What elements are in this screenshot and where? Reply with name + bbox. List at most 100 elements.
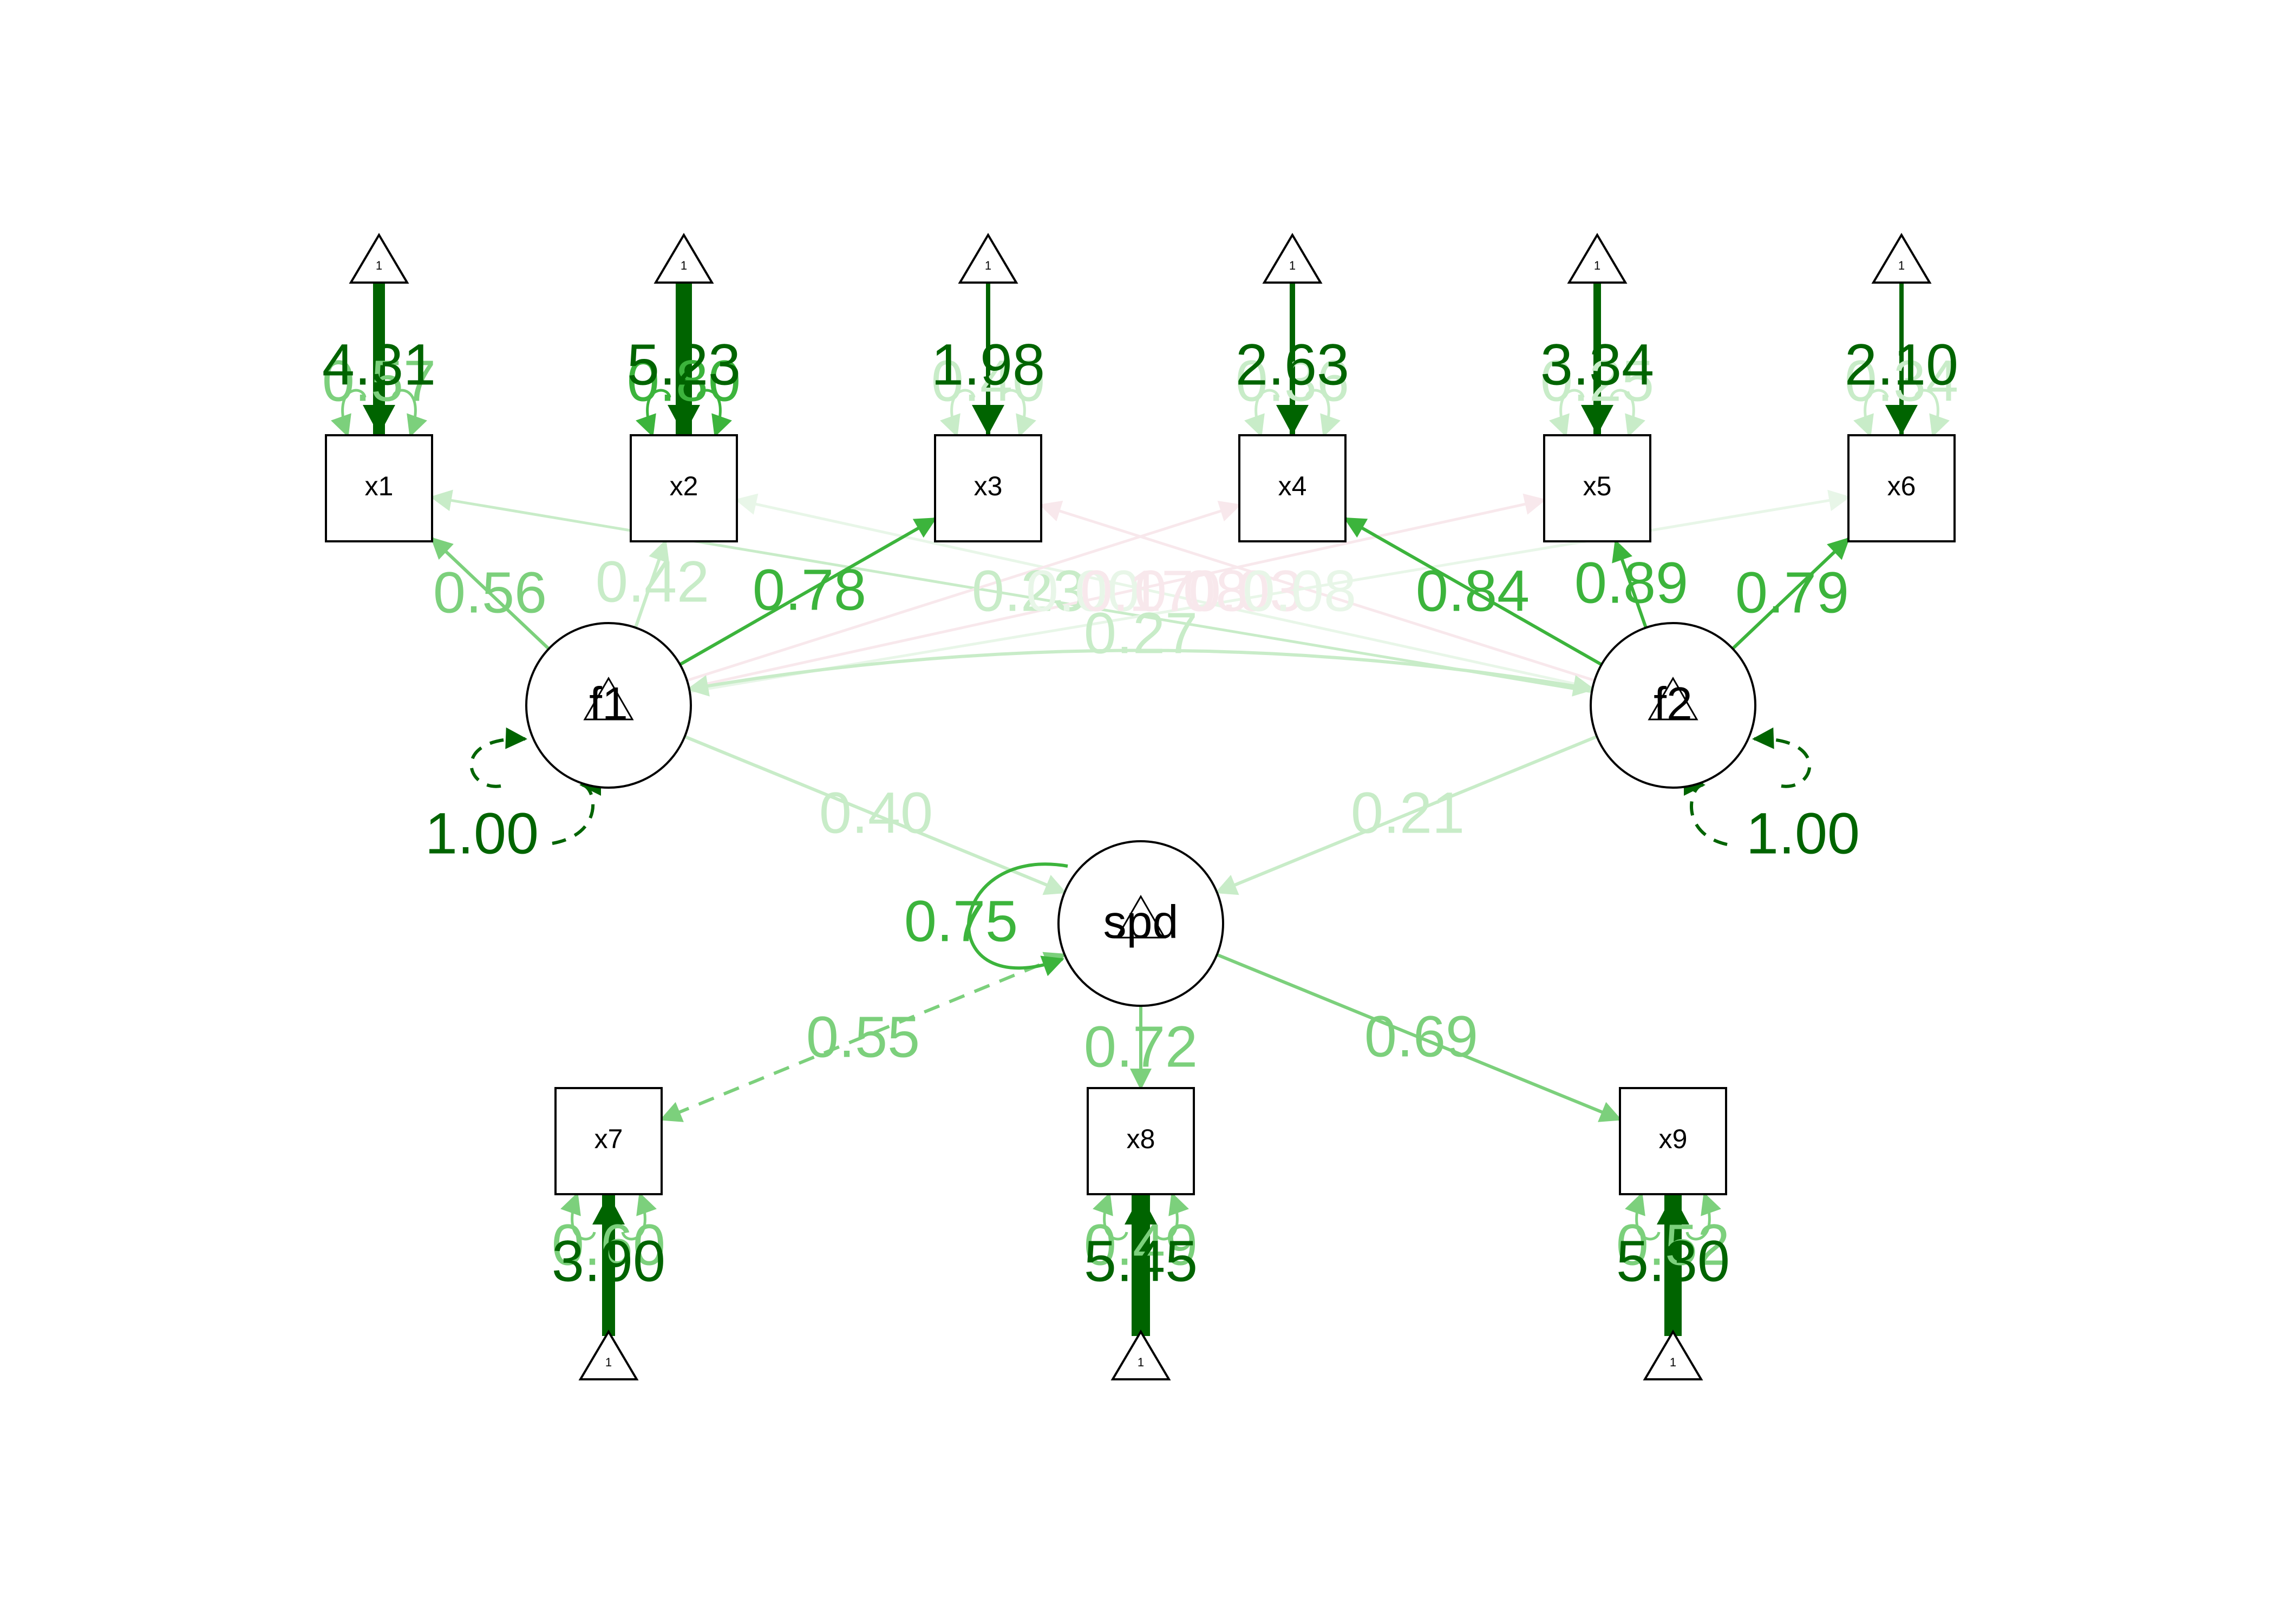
residual-right-x4 xyxy=(1305,389,1341,437)
edge-labels-layer: 0.230.000.170.080.030.080.270.56 0.42 0.78… xyxy=(322,332,1958,1294)
covariance-label-f1-f2: 0.27 xyxy=(1084,600,1198,666)
cross-loading-f2-x2 xyxy=(735,493,1593,689)
observed-label-x5: x5 xyxy=(1583,471,1612,501)
residual-label-x2: 0.80 xyxy=(627,348,741,414)
observed-node-x4 xyxy=(1238,434,1347,542)
residual-right-x3 xyxy=(1001,389,1036,437)
loading-label-f1-x3: 0.78 xyxy=(753,557,866,623)
latent-intercept-triangle-f2 xyxy=(1648,677,1698,721)
variance-label-spd: 0.75 xyxy=(904,888,1018,954)
cross-loading-f1-x5 xyxy=(688,493,1546,689)
variance-f1-b xyxy=(469,727,527,788)
cross-loading-f1-x4 xyxy=(687,500,1241,682)
intercept-triangle-x4 xyxy=(1262,233,1323,284)
intercept-triangle-x9 xyxy=(1643,1330,1703,1380)
intercept-label-x8: 5.45 xyxy=(1084,1228,1198,1294)
residual-label-x1: 0.57 xyxy=(322,348,436,414)
cross-loading-label-f2-x3: 0.17 xyxy=(1080,558,1194,624)
residual-left-x8 xyxy=(1093,1192,1128,1241)
loading-f1-x1 xyxy=(430,536,550,650)
observed-label-x2: x2 xyxy=(670,471,698,501)
residual-label-x4: 0.36 xyxy=(1236,348,1349,414)
intercept-arrowhead-x9 xyxy=(1657,1194,1689,1224)
observed-label-x9: x9 xyxy=(1659,1124,1688,1154)
cross-loading-label-f1-x6: 0.08 xyxy=(1243,558,1356,624)
intercept-label-x6: 2.10 xyxy=(1845,332,1958,397)
variance-f2-b xyxy=(1752,727,1811,788)
observed-node-x1 xyxy=(325,434,433,542)
intercept-symbol-x3: 1 xyxy=(985,259,991,272)
loading-label-spd-x9: 0.69 xyxy=(1364,1004,1478,1069)
residual-label-x6: 0.34 xyxy=(1845,348,1958,414)
regression-label-f1-spd: 0.40 xyxy=(819,780,933,846)
residual-left-x3 xyxy=(940,389,976,437)
intercept-triangle-x3 xyxy=(958,233,1018,284)
loading-f2-x5 xyxy=(1612,539,1648,628)
intercept-triangle-x7 xyxy=(578,1330,639,1380)
intercept-symbol-x6: 1 xyxy=(1898,259,1905,272)
loading-f2-x6 xyxy=(1731,537,1850,650)
regression-f1-spd xyxy=(684,735,1067,895)
observed-label-x7: x7 xyxy=(594,1124,623,1154)
intercept-arrowhead-x2 xyxy=(668,405,700,435)
intercept-triangle-x5 xyxy=(1567,233,1628,284)
intercept-arrowhead-x3 xyxy=(972,405,1004,435)
variance-label-f1: 1.00 xyxy=(425,801,539,866)
observed-node-x6 xyxy=(1847,434,1956,542)
observed-label-x3: x3 xyxy=(974,471,1003,501)
residual-left-x6 xyxy=(1853,389,1889,437)
observed-node-x8 xyxy=(1087,1087,1195,1195)
cross-loading-f2-x1 xyxy=(430,489,1592,693)
observed-node-x9 xyxy=(1619,1087,1727,1195)
residual-label-x3: 0.40 xyxy=(931,348,1045,414)
observed-label-x6: x6 xyxy=(1887,471,1916,501)
intercept-symbol-x7: 1 xyxy=(605,1355,612,1369)
latent-label-f2: f2 xyxy=(1654,678,1693,730)
edges-layer xyxy=(331,283,1950,1336)
intercept-triangle-x1 xyxy=(349,233,409,284)
latent-node-f1 xyxy=(525,622,692,789)
covariance-f1-f2 xyxy=(687,649,1595,697)
residual-right-x1 xyxy=(391,389,427,437)
intercept-arrowhead-x8 xyxy=(1125,1194,1157,1224)
cross-loading-label-f2-x2: 0.00 xyxy=(1026,558,1140,624)
residual-label-x8: 0.49 xyxy=(1084,1212,1198,1278)
loading-label-f1-x2: 0.42 xyxy=(596,549,709,614)
intercept-label-x3: 1.98 xyxy=(931,332,1045,397)
residual-right-x5 xyxy=(1610,389,1645,437)
cross-loading-label-f1-x5: 0.03 xyxy=(1188,558,1302,624)
observed-node-x3 xyxy=(934,434,1042,542)
intercept-symbol-x8: 1 xyxy=(1138,1355,1144,1369)
residual-right-x6 xyxy=(1914,389,1950,437)
observed-node-x2 xyxy=(630,434,738,542)
residual-right-x2 xyxy=(696,389,732,437)
observed-label-x8: x8 xyxy=(1127,1124,1155,1154)
intercept-label-x4: 2.63 xyxy=(1236,332,1349,397)
regression-f2-spd xyxy=(1214,735,1598,895)
residual-left-x5 xyxy=(1549,389,1585,437)
loading-label-f2-x4: 0.84 xyxy=(1416,558,1530,624)
intercept-arrowhead-x4 xyxy=(1276,405,1309,435)
intercept-symbol-x2: 1 xyxy=(681,259,687,272)
latent-intercept-triangle-f1 xyxy=(583,677,634,721)
cross-loading-f2-x3 xyxy=(1039,500,1595,682)
loading-spd-x9 xyxy=(1216,953,1622,1122)
intercept-triangle-x8 xyxy=(1110,1330,1171,1380)
residual-right-x8 xyxy=(1153,1192,1189,1241)
loading-label-f1-x1: 0.56 xyxy=(433,560,547,625)
variance-f1 xyxy=(552,774,602,845)
residual-label-x7: 0.60 xyxy=(552,1212,665,1278)
latent-label-spd: spd xyxy=(1103,896,1179,948)
intercept-symbol-x4: 1 xyxy=(1289,259,1296,272)
residual-left-x7 xyxy=(560,1192,596,1241)
residual-left-x2 xyxy=(636,389,671,437)
covariance-label-spd-x7: 0.55 xyxy=(806,1004,920,1070)
cross-loading-label-f2-x1: 0.23 xyxy=(972,558,1086,624)
intercept-arrowhead-x5 xyxy=(1581,405,1613,435)
loading-f1-x2 xyxy=(633,539,670,628)
intercept-label-x2: 5.23 xyxy=(627,332,741,397)
loading-f2-x4 xyxy=(1343,517,1603,666)
nodes-layer: 1 1 1 1 1 1 1 1 1 x1 x2 x3 x4 x5 x6 x7 x8 x9 f1 f2 spd xyxy=(325,233,1956,1380)
intercept-arrowhead-x7 xyxy=(592,1194,625,1224)
